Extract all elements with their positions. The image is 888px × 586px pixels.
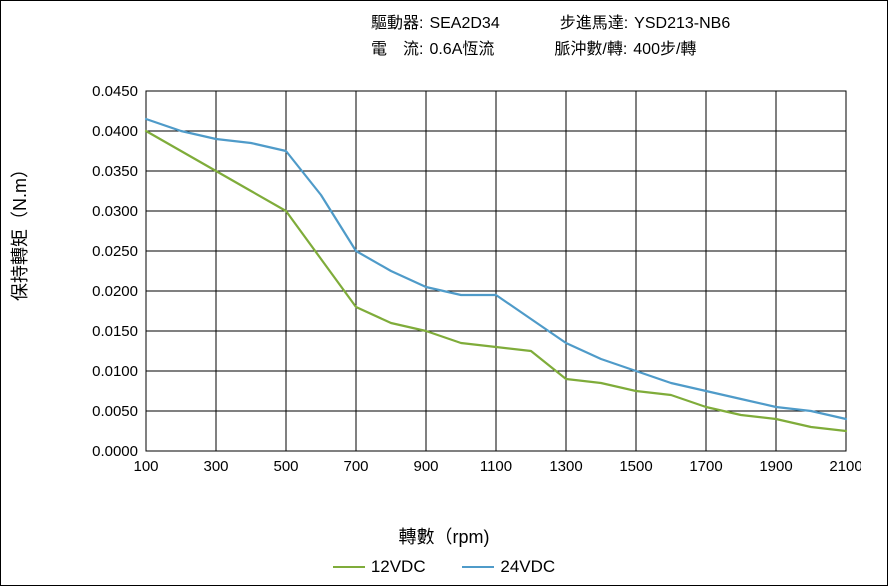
- legend-item-12vdc: 12VDC: [333, 557, 426, 577]
- svg-text:0.0400: 0.0400: [92, 123, 138, 140]
- svg-text:1100: 1100: [480, 458, 512, 475]
- meta-motor-value: YSD213-NB6: [634, 11, 730, 37]
- svg-text:1500: 1500: [619, 458, 652, 475]
- meta-current: 電 流: 0.6A恆流: [371, 37, 494, 63]
- svg-text:100: 100: [133, 458, 158, 475]
- svg-text:0.0200: 0.0200: [92, 283, 138, 300]
- chart-svg: 100 300 500 700 900 1100 1300 1500 1700 1900 2100 0…: [61, 81, 861, 481]
- svg-text:0.0100: 0.0100: [92, 363, 138, 380]
- x-axis-label: 轉數（rpm): [1, 523, 887, 549]
- svg-text:2100: 2100: [829, 458, 861, 475]
- meta-driver-value: SEA2D34: [429, 11, 499, 37]
- plot-area: 100 300 500 700 900 1100 1300 1500 1700 1900 2100 0…: [61, 81, 861, 541]
- svg-text:300: 300: [203, 458, 228, 475]
- meta-pulse-label: 脈沖數/轉:: [554, 37, 627, 63]
- meta-driver: 驅動器: SEA2D34: [371, 11, 500, 37]
- svg-text:700: 700: [343, 458, 368, 475]
- svg-text:1900: 1900: [759, 458, 792, 475]
- svg-text:1300: 1300: [549, 458, 582, 475]
- svg-text:0.0000: 0.0000: [92, 443, 138, 460]
- legend-label-24vdc: 24VDC: [500, 557, 555, 577]
- meta-block: 驅動器: SEA2D34 步進馬達: YSD213-NB6 電 流: 0.6A恆…: [371, 11, 790, 62]
- meta-current-label: 電 流:: [371, 37, 423, 63]
- legend-label-12vdc: 12VDC: [371, 557, 426, 577]
- legend-swatch-12vdc: [333, 566, 365, 568]
- meta-pulse-value: 400步/轉: [633, 37, 696, 63]
- meta-motor-label: 步進馬達:: [560, 11, 628, 37]
- meta-motor: 步進馬達: YSD213-NB6: [560, 11, 731, 37]
- meta-driver-label: 驅動器:: [371, 11, 423, 37]
- svg-text:0.0150: 0.0150: [92, 323, 138, 340]
- svg-text:1700: 1700: [689, 458, 722, 475]
- y-axis-label: 保持轉矩（N.m）: [6, 160, 32, 301]
- meta-current-value: 0.6A恆流: [429, 37, 494, 63]
- svg-text:0.0050: 0.0050: [92, 403, 138, 420]
- svg-text:0.0450: 0.0450: [92, 83, 138, 100]
- meta-row-1: 驅動器: SEA2D34 步進馬達: YSD213-NB6: [371, 11, 790, 37]
- meta-pulse: 脈沖數/轉: 400步/轉: [554, 37, 696, 63]
- meta-row-2: 電 流: 0.6A恆流 脈沖數/轉: 400步/轉: [371, 37, 790, 63]
- legend: 12VDC 24VDC: [1, 553, 887, 577]
- legend-swatch-24vdc: [462, 566, 494, 568]
- svg-text:0.0250: 0.0250: [92, 243, 138, 260]
- svg-text:0.0300: 0.0300: [92, 203, 138, 220]
- legend-item-24vdc: 24VDC: [462, 557, 555, 577]
- svg-text:900: 900: [413, 458, 438, 475]
- chart-frame: 驅動器: SEA2D34 步進馬達: YSD213-NB6 電 流: 0.6A恆…: [0, 0, 888, 586]
- svg-text:500: 500: [273, 458, 298, 475]
- svg-text:0.0350: 0.0350: [92, 163, 138, 180]
